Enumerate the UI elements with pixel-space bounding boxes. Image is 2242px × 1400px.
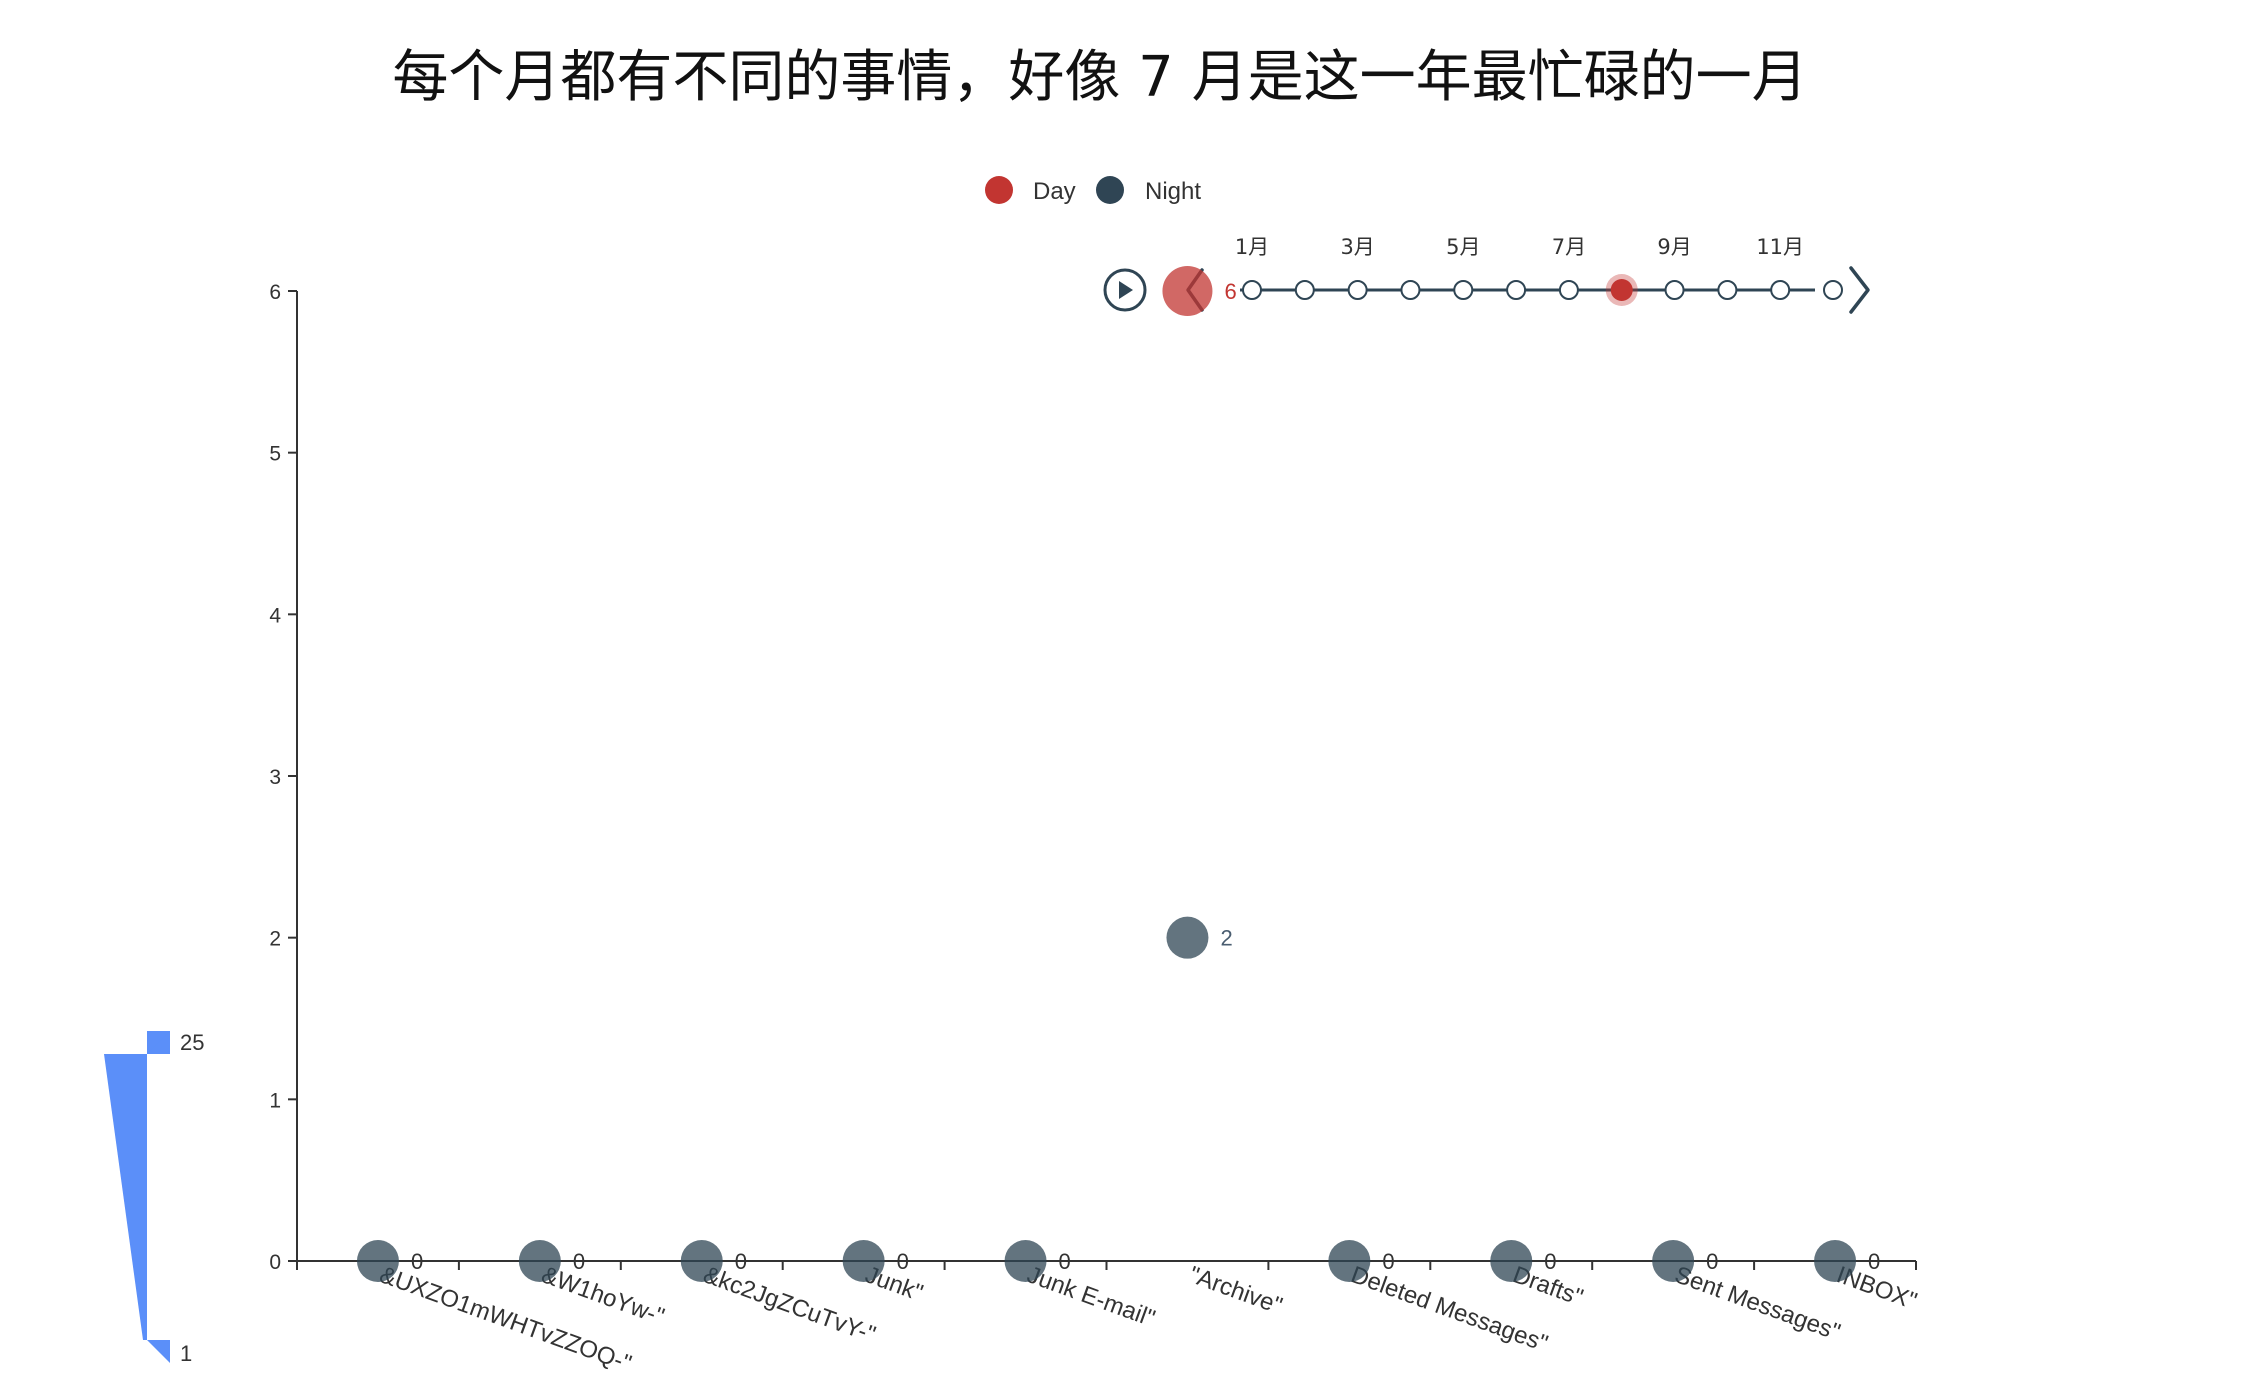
- timeline: 1月 3月 5月 7月 9月 11月: [1103, 235, 1870, 314]
- data-label-night: 0: [1706, 1249, 1718, 1274]
- y-tick-label: 4: [269, 604, 281, 627]
- timeline-label: 11月: [1756, 235, 1804, 259]
- data-point-night[interactable]: [1490, 1240, 1533, 1282]
- series-night: 0 0 0 0 0 2 0 0 0 0: [356, 916, 1880, 1282]
- timeline-label: 9月: [1657, 235, 1691, 259]
- y-tick-label: 5: [269, 443, 281, 466]
- timeline-point[interactable]: [1453, 280, 1474, 300]
- timeline-point[interactable]: [1558, 280, 1579, 300]
- play-icon: [1119, 281, 1133, 299]
- timeline-point[interactable]: [1242, 280, 1262, 300]
- legend: Day Night: [985, 176, 1201, 205]
- data-label-night: 0: [1868, 1249, 1880, 1274]
- y-tick-label: 1: [269, 1089, 281, 1112]
- legend-day-marker: [985, 176, 1013, 204]
- data-label-night: 0: [573, 1249, 585, 1274]
- data-point-night[interactable]: [680, 1240, 723, 1282]
- timeline-points: 1月 3月 5月 7月 9月 11月: [1235, 235, 1843, 306]
- data-point-day[interactable]: [1162, 266, 1213, 316]
- x-category-label: "Archive": [1185, 1261, 1285, 1320]
- legend-day-label: Day: [1033, 178, 1076, 205]
- y-axis: 0 1 2 3 4 5 6: [269, 281, 298, 1274]
- timeline-point-current[interactable]: [1610, 279, 1633, 301]
- visual-map-handle-top-tri: [147, 1031, 170, 1054]
- timeline-point[interactable]: [1294, 280, 1315, 300]
- timeline-label: 1月: [1235, 235, 1269, 259]
- data-label-night: 0: [1382, 1249, 1394, 1274]
- x-category-label: Sent Messages": [1671, 1261, 1844, 1346]
- y-tick-label: 2: [269, 928, 281, 951]
- next-arrow-icon[interactable]: [1849, 266, 1870, 314]
- y-tick-label: 0: [269, 1251, 281, 1274]
- timeline-point[interactable]: [1717, 280, 1738, 300]
- data-label-night: 2: [1220, 926, 1232, 951]
- timeline-label: 3月: [1340, 235, 1374, 259]
- data-label-day: 6: [1224, 279, 1236, 304]
- data-label-night: 0: [411, 1249, 423, 1274]
- data-label-night: 0: [1544, 1249, 1556, 1274]
- timeline-label: 7月: [1552, 235, 1586, 259]
- timeline-point[interactable]: [1770, 280, 1791, 300]
- x-category-label: Junk E-mail": [1023, 1261, 1158, 1332]
- data-point-night[interactable]: [518, 1240, 561, 1282]
- timeline-point[interactable]: [1347, 280, 1368, 300]
- play-button[interactable]: [1103, 268, 1147, 312]
- data-point-night[interactable]: [1652, 1240, 1695, 1282]
- timeline-point[interactable]: [1664, 280, 1685, 300]
- timeline-point[interactable]: [1506, 280, 1527, 300]
- visual-map-handle-bottom[interactable]: [147, 1340, 170, 1363]
- data-point-night[interactable]: [1004, 1240, 1047, 1282]
- data-point-night[interactable]: [1166, 916, 1209, 959]
- data-point-night[interactable]: [1328, 1240, 1371, 1282]
- y-tick-label: 6: [269, 281, 281, 304]
- visual-map-min-label: 1: [180, 1341, 192, 1366]
- visual-map-max-label: 25: [180, 1030, 204, 1055]
- chart-title: 每个月都有不同的事情，好像 7 月是这一年最忙碌的一月: [392, 45, 1807, 110]
- series-day: 6: [1162, 266, 1237, 316]
- legend-item-day[interactable]: Day: [985, 176, 1076, 205]
- data-label-night: 0: [735, 1249, 747, 1274]
- timeline-label: 5月: [1446, 235, 1480, 259]
- timeline-point[interactable]: [1400, 280, 1421, 300]
- legend-night-label: Night: [1145, 178, 1201, 205]
- data-point-night[interactable]: [1814, 1240, 1857, 1282]
- visual-map-gradient-bar: [104, 1054, 147, 1340]
- data-point-night[interactable]: [356, 1240, 399, 1282]
- legend-night-marker: [1096, 176, 1124, 204]
- data-point-night[interactable]: [842, 1240, 885, 1282]
- y-tick-label: 3: [269, 766, 281, 789]
- legend-item-night[interactable]: Night: [1096, 176, 1201, 205]
- timeline-point[interactable]: [1823, 280, 1843, 300]
- data-label-night: 0: [1059, 1249, 1071, 1274]
- data-label-night: 0: [897, 1249, 909, 1274]
- visual-map: 25 1: [104, 1030, 204, 1366]
